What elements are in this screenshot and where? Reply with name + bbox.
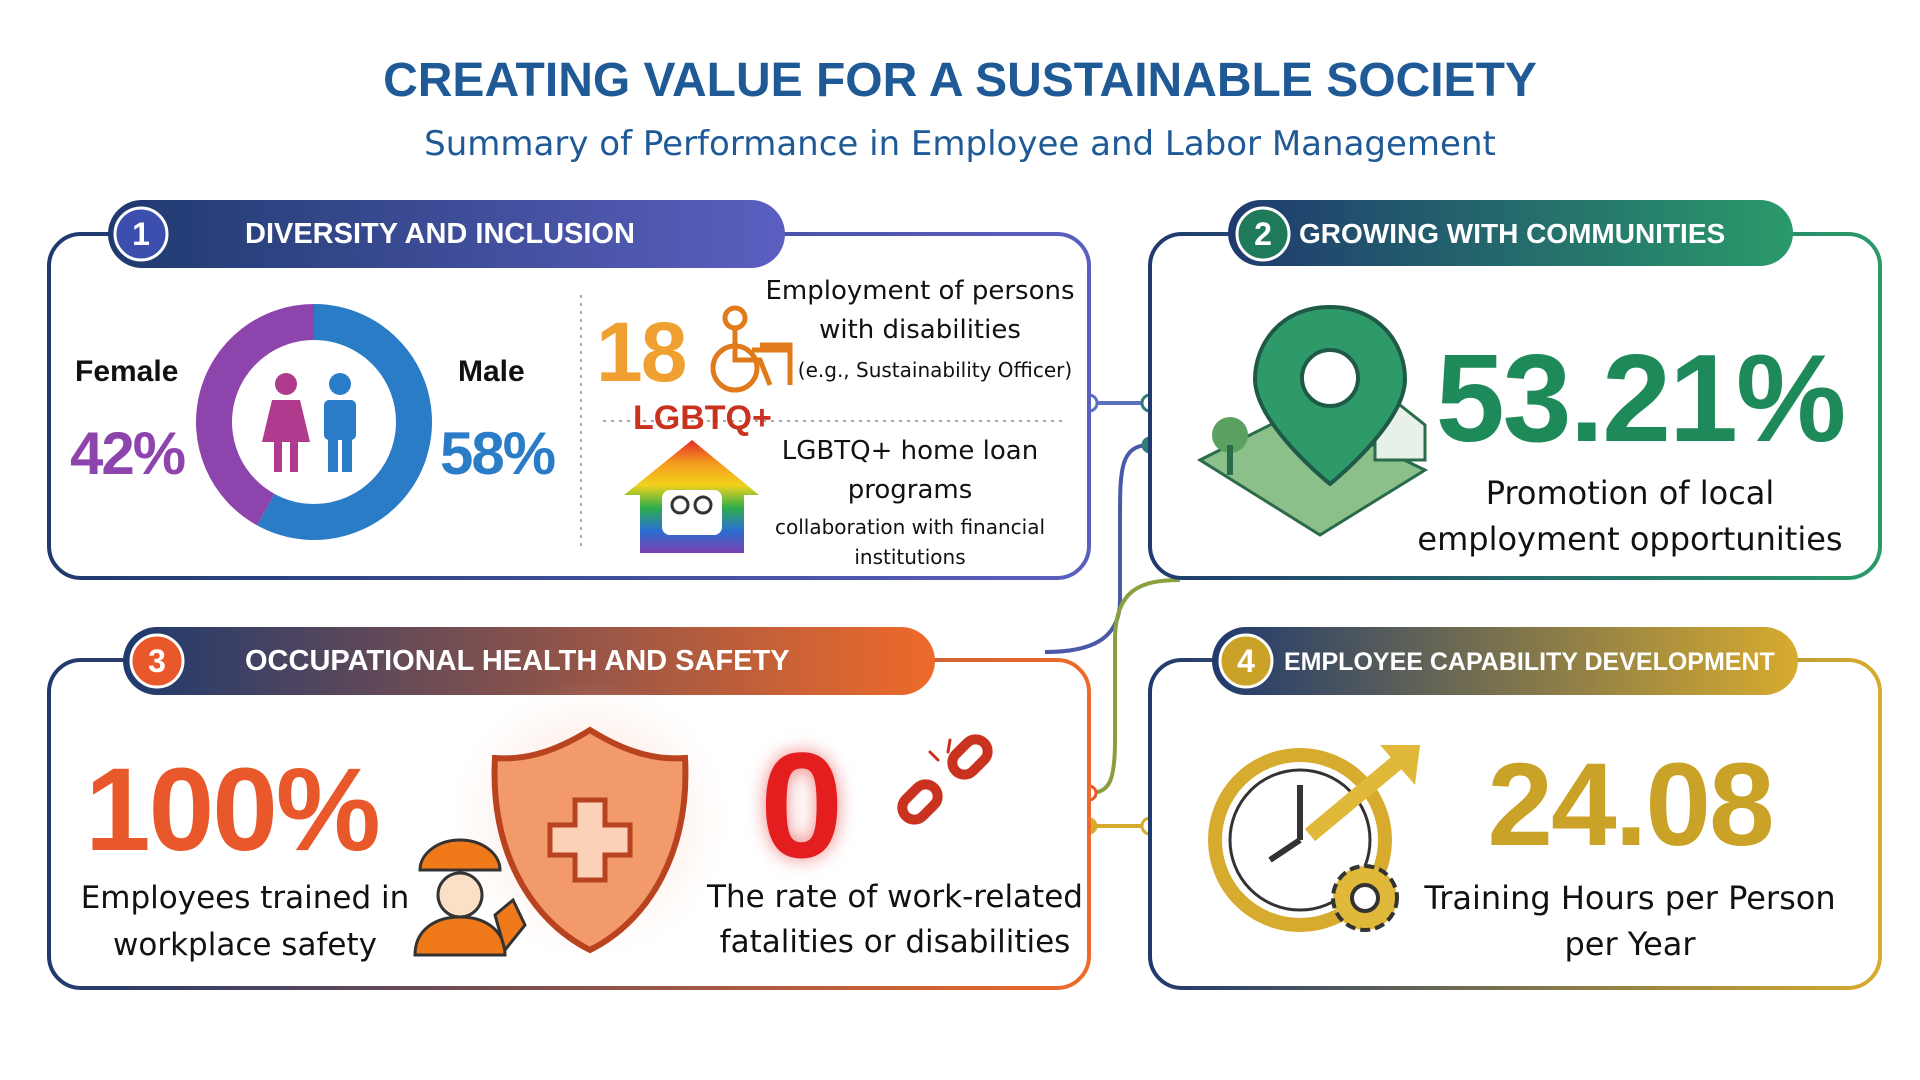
section-title: EMPLOYEE CAPABILITY DEVELOPMENT (1284, 648, 1775, 676)
safety-training-rate: 100% (85, 744, 381, 876)
stat-caption: Training Hours per Person per Year (1424, 879, 1836, 964)
section-number: 2 (1254, 216, 1272, 252)
broken-chain-icon (897, 734, 993, 825)
number-badge (1218, 633, 1274, 689)
disability-note: (e.g., Sustainability Officer) (797, 358, 1073, 382)
stat-caption: Promotion of local employment opportunit… (1417, 474, 1843, 559)
gender-name: Male (458, 355, 525, 388)
gender-share: 42% (70, 420, 186, 487)
fatality-rate: 0 (760, 721, 843, 889)
connectors (1044, 401, 1181, 828)
page-subtitle: Summary of Performance in Employee and L… (424, 124, 1496, 164)
number-badge (129, 633, 185, 689)
number-badge (113, 206, 169, 262)
section-title: GROWING WITH COMMUNITIES (1299, 218, 1726, 249)
location-icon (1196, 304, 1429, 537)
lgbtq-text: LGBTQ+ home loan programs (781, 436, 1039, 505)
section-title: DIVERSITY AND INCLUSION (245, 218, 635, 250)
donut-segment (196, 304, 315, 526)
shield-icon (491, 726, 689, 954)
rainbow-house-icon (624, 440, 759, 553)
gender-name: Female (75, 355, 179, 388)
number-badge (1235, 206, 1291, 262)
male-icon (324, 373, 356, 472)
disability-text: Employment of persons with disabilities (765, 276, 1075, 345)
section-title: OCCUPATIONAL HEALTH AND SAFETY (245, 645, 790, 677)
stat-caption: The rate of work-related fatalities or d… (707, 879, 1083, 960)
female-icon (262, 373, 310, 472)
gender-share: 58% (440, 420, 556, 487)
wheelchair-icon (710, 305, 793, 393)
lgbtq-badge: LGBTQ+ (633, 399, 772, 437)
section-header (123, 627, 935, 695)
section-header (1228, 200, 1793, 266)
lgbtq-note: collaboration with financial institution… (774, 515, 1046, 569)
stat-caption: Employees trained in workplace safety (80, 880, 410, 963)
section-header (108, 200, 785, 268)
section-header (1212, 627, 1798, 695)
donut (196, 304, 432, 540)
clock-icon (1208, 745, 1420, 932)
disability-count: 18 (596, 305, 687, 399)
section-number: 3 (148, 643, 166, 679)
local-employment-rate: 53.21% (1435, 330, 1847, 468)
training-hours: 24.08 (1487, 739, 1774, 871)
worker-icon (413, 838, 527, 957)
page-title: CREATING VALUE FOR A SUSTAINABLE SOCIETY (383, 54, 1537, 107)
section-number: 4 (1237, 643, 1255, 679)
donut-segment (257, 304, 432, 540)
section-number: 1 (132, 216, 150, 252)
